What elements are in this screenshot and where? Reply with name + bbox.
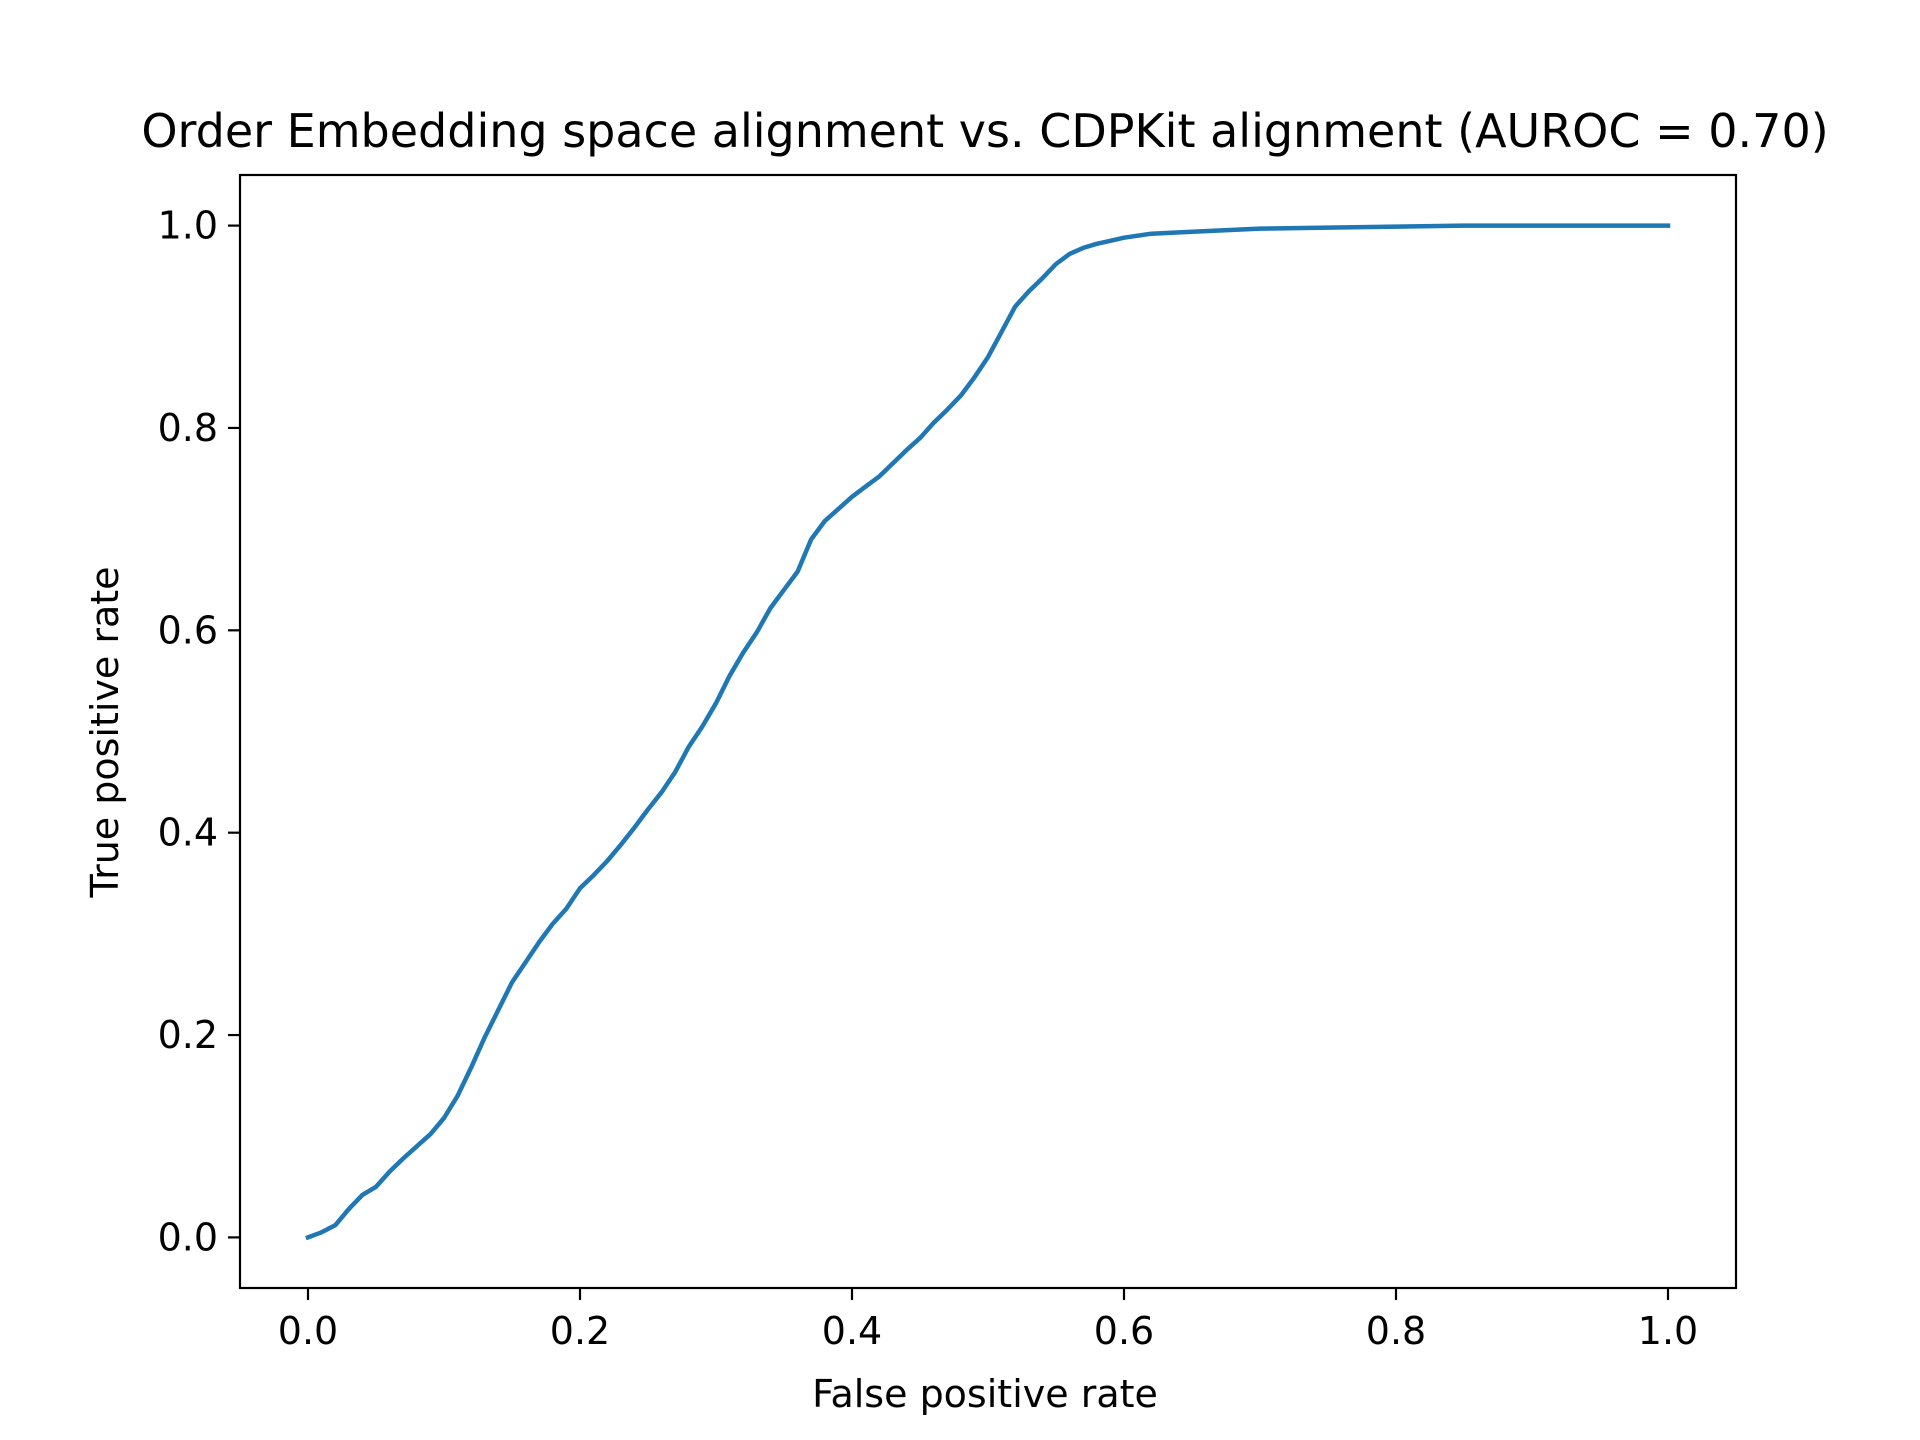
y-axis-ticks: 0.0 0.2 0.4 0.6 0.8 1.0 [158,204,240,1259]
y-tick-label: 0.2 [158,1013,218,1057]
x-tick-label: 0.6 [1094,1309,1154,1353]
y-tick-label: 0.8 [158,406,218,450]
x-tick-label: 0.8 [1366,1309,1426,1353]
plot-frame [238,173,1738,1290]
plot-area [238,173,1738,1290]
x-tick-label: 0.0 [278,1309,338,1353]
chart-title: Order Embedding space alignment vs. CDPK… [141,104,1828,158]
y-tick-label: 0.6 [158,608,218,652]
y-axis-label: True positive rate [83,566,127,898]
y-tick-label: 1.0 [158,204,218,248]
y-tick-label: 0.0 [158,1215,218,1259]
roc-curve-line [305,223,1671,1241]
x-tick-label: 0.2 [550,1309,610,1353]
x-tick-label: 0.4 [822,1309,882,1353]
x-tick-label: 1.0 [1638,1309,1698,1353]
x-axis-ticks: 0.0 0.2 0.4 0.6 0.8 1.0 [278,1288,1698,1353]
y-tick-label: 0.4 [158,811,218,855]
x-axis-label: False positive rate [812,1372,1158,1416]
